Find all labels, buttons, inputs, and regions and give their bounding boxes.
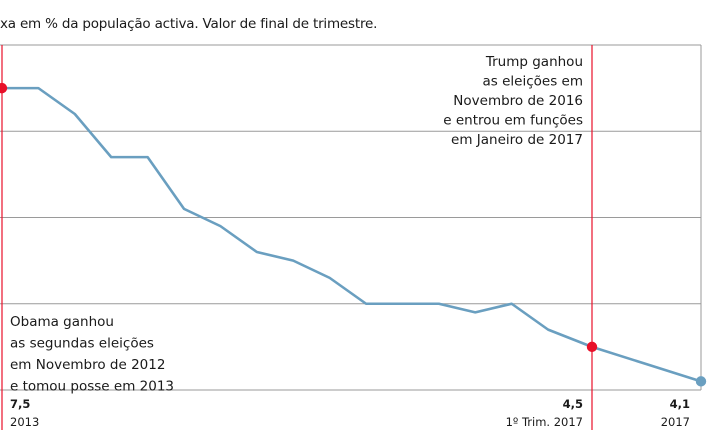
annotations: Obama ganhou as segundas eleições em Novem… (10, 54, 583, 395)
value-label-period: 2013 (10, 415, 39, 429)
value-label-number: 7,5 (10, 397, 30, 411)
series-line (2, 86, 702, 383)
annotation-obama-line: Obama ganhou (10, 314, 114, 330)
data-markers (0, 82, 707, 387)
chart-subtitle: xa em % da população activa. Valor de fi… (0, 16, 378, 32)
annotation-obama-line: em Novembro de 2012 (10, 357, 165, 373)
grid-lines (0, 44, 702, 391)
annotation-trump-line: Trump ganhou (485, 54, 583, 70)
annotation-trump-line: em Janeiro de 2017 (451, 132, 583, 148)
marker-end (695, 376, 707, 387)
marker-start (0, 82, 8, 94)
value-label-number: 4,1 (670, 397, 690, 411)
value-labels: 7,5 2013 4,5 1º Trim. 2017 4,1 2017 (10, 397, 690, 429)
marker-trump (586, 341, 598, 353)
value-label-period: 1º Trim. 2017 (506, 415, 583, 429)
series-polyline (2, 86, 702, 383)
annotation-trump-line: Novembro de 2016 (453, 93, 583, 109)
annotation-trump-line: e entrou em funções (443, 113, 583, 129)
annotation-trump-line: as eleições em (483, 74, 583, 90)
annotation-obama-line: as segundas eleições (10, 336, 154, 352)
value-label-number: 4,5 (563, 397, 583, 411)
event-lines (1, 45, 593, 430)
annotation-obama-line: e tomou posse em 2013 (10, 379, 174, 395)
value-label-period: 2017 (661, 415, 690, 429)
